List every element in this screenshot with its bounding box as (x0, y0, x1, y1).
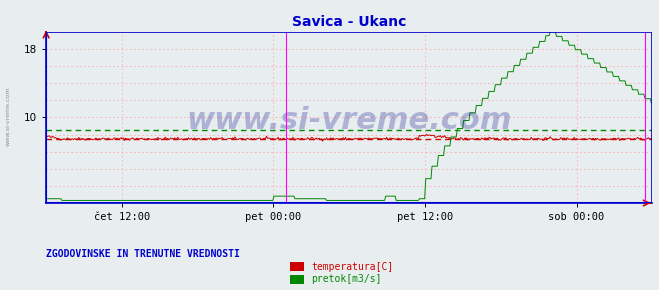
Text: temperatura[C]: temperatura[C] (311, 262, 393, 272)
Text: ZGODOVINSKE IN TRENUTNE VREDNOSTI: ZGODOVINSKE IN TRENUTNE VREDNOSTI (46, 249, 240, 259)
Text: pretok[m3/s]: pretok[m3/s] (311, 274, 382, 284)
Text: www.si-vreme.com: www.si-vreme.com (186, 106, 512, 135)
Title: Savica - Ukanc: Savica - Ukanc (292, 15, 407, 29)
Text: www.si-vreme.com: www.si-vreme.com (5, 86, 11, 146)
